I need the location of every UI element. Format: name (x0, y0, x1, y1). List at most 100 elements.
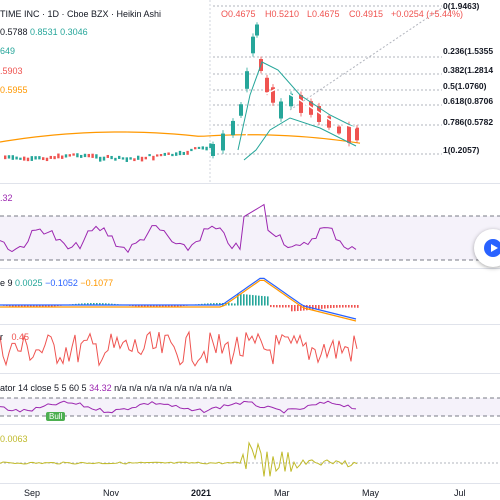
pane-divider[interactable] (0, 268, 500, 269)
candle (118, 155, 121, 159)
candle (211, 144, 215, 156)
ohlc-high: H0.5210 (265, 9, 300, 19)
macd-histogram-bar (180, 305, 182, 307)
candle (205, 146, 208, 151)
macd-histogram-bar (339, 305, 341, 308)
moving-average-line (0, 131, 361, 144)
macd-histogram-bar (357, 305, 359, 308)
macd-histogram-bar (90, 303, 92, 306)
candle (15, 156, 18, 160)
candle (23, 156, 26, 161)
oscillator-chart[interactable] (0, 325, 500, 373)
macd-histogram-bar (39, 305, 41, 308)
macd-histogram-bar (315, 305, 317, 310)
candle (42, 157, 45, 161)
ultimate-chart[interactable] (0, 374, 500, 424)
macd-hist-value: 0.0025 (15, 278, 43, 288)
ultimate-legend: ator 14 close 5 5 60 5 34.32 n/a n/a n/a… (0, 383, 232, 394)
macd-chart[interactable] (0, 269, 500, 324)
macd-histogram-bar (312, 305, 314, 310)
macd-histogram-bar (348, 305, 350, 308)
macd-line-value: −0.1052 (45, 278, 78, 288)
candle (337, 126, 341, 134)
x-tick-nov: Nov (103, 488, 120, 498)
fib-label-786: 0.786(0.5782 (443, 117, 494, 127)
candle (83, 153, 87, 158)
candle (245, 71, 249, 89)
ultimate-band (0, 398, 500, 416)
macd-histogram-bar (21, 305, 23, 308)
rsi-chart[interactable] (0, 184, 500, 268)
candle (255, 24, 259, 36)
price-pane[interactable]: TIME INC · 1D · Cboe BZX · Heikin Ashi O… (0, 0, 500, 183)
rsi-band (0, 216, 500, 260)
macd-histogram-bar (54, 305, 56, 307)
macd-histogram-bar (36, 305, 38, 308)
macd-histogram-bar (144, 305, 146, 308)
volume-pane[interactable]: 0.0063 (0, 425, 500, 483)
rsi-pane[interactable]: .32 (0, 184, 500, 268)
pane-divider[interactable] (0, 373, 500, 374)
ohlc-change: +0.0254 (+5.44%) (391, 9, 464, 19)
indicator-value-row4: 0.5955 (0, 85, 28, 95)
fib-label-5: 0.5(1.0760) (443, 81, 487, 91)
pane-divider[interactable] (0, 324, 500, 325)
candle (26, 157, 30, 162)
candle (197, 146, 201, 149)
bollinger-basis (239, 87, 357, 156)
candle (19, 157, 22, 160)
macd-histogram-bar (324, 305, 326, 309)
macd-signal-line (0, 279, 357, 322)
macd-histogram-bar (174, 305, 176, 307)
price-chart[interactable] (0, 0, 500, 183)
oscillator-name: r (0, 332, 3, 342)
macd-histogram-bar (342, 305, 344, 308)
candle (156, 154, 159, 157)
candle (133, 158, 136, 162)
pane-divider[interactable] (0, 424, 500, 425)
candle (144, 156, 147, 160)
macd-histogram-bar (255, 295, 257, 306)
x-tick-2021: 2021 (191, 488, 212, 498)
candle (61, 155, 64, 159)
macd-histogram-bar (351, 305, 353, 308)
macd-histogram-bar (12, 305, 14, 307)
macd-histogram-bar (318, 305, 320, 310)
macd-histogram-bar (234, 303, 236, 306)
x-tick-may: May (362, 488, 380, 498)
macd-histogram-bar (9, 305, 11, 307)
macd-histogram-bar (279, 305, 281, 308)
scroll-to-realtime-button[interactable] (474, 229, 500, 267)
macd-histogram-bar (141, 305, 143, 307)
macd-histogram-bar (45, 305, 47, 308)
macd-name: e 9 (0, 278, 13, 288)
candle (102, 156, 106, 161)
fib-label-618: 0.618(0.8706 (443, 96, 494, 106)
ohlc-open: O0.4675 (221, 9, 256, 19)
macd-histogram-bar (243, 294, 245, 306)
oscillator-legend: r 0.45 (0, 332, 29, 343)
ohlc-close: C0.4915 (349, 9, 384, 19)
candle (289, 93, 293, 107)
candle (95, 154, 98, 159)
candle (80, 154, 83, 158)
macd-histogram-bar (261, 295, 263, 306)
macd-histogram-bar (84, 303, 86, 306)
macd-pane[interactable]: e 9 0.0025 −0.1052 −0.1077 (0, 269, 500, 324)
indicator-value-row3: .5903 (0, 66, 23, 76)
volume-chart[interactable] (0, 425, 500, 483)
volume-line (0, 441, 358, 477)
macd-histogram-bar (93, 303, 95, 306)
candle (347, 125, 351, 143)
ultimate-pane[interactable]: ator 14 close 5 5 60 5 34.32 n/a n/a n/a… (0, 374, 500, 424)
pane-divider[interactable] (0, 183, 500, 184)
candle (239, 104, 243, 116)
macd-histogram-bar (276, 305, 278, 308)
candle (209, 143, 212, 149)
macd-histogram-bar (270, 305, 272, 308)
candle (190, 148, 193, 152)
macd-histogram-bar (162, 305, 164, 308)
candle (265, 77, 269, 93)
macd-histogram-bar (297, 305, 299, 312)
oscillator-pane[interactable]: r 0.45 (0, 325, 500, 373)
